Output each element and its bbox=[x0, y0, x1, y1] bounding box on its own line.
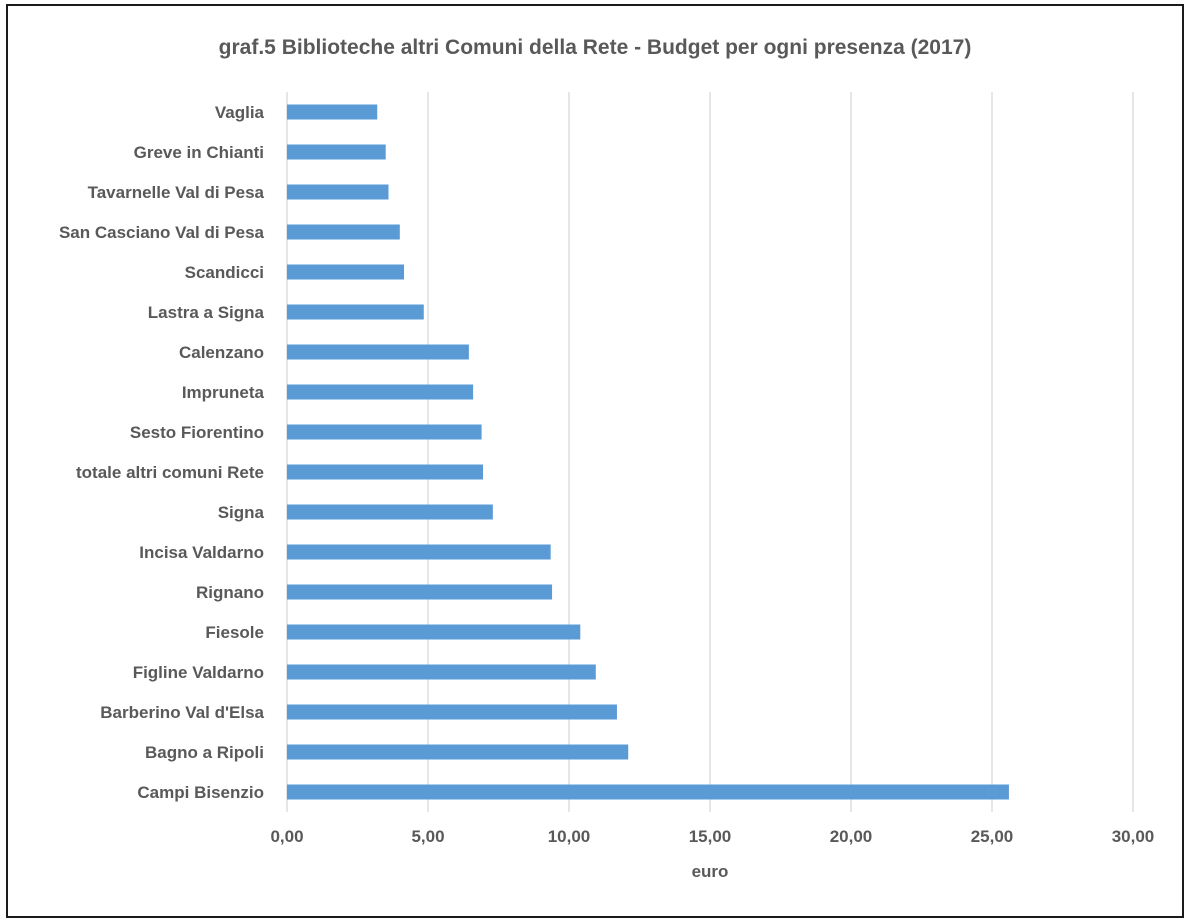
bars bbox=[287, 104, 1009, 800]
bar bbox=[287, 784, 1009, 800]
bar bbox=[287, 504, 493, 520]
bar bbox=[287, 104, 378, 120]
category-label: Figline Valdarno bbox=[133, 663, 264, 682]
category-label: Rignano bbox=[196, 583, 264, 602]
bar bbox=[287, 664, 596, 680]
bar bbox=[287, 384, 474, 400]
category-label: Scandicci bbox=[185, 263, 264, 282]
x-tick-label: 25,00 bbox=[971, 827, 1014, 846]
bar bbox=[287, 304, 424, 320]
category-labels: Vaglia Greve in Chianti Tavarnelle Val di … bbox=[59, 103, 265, 802]
x-tick-label: 20,00 bbox=[830, 827, 873, 846]
category-label: totale altri comuni Rete bbox=[76, 463, 264, 482]
bar bbox=[287, 344, 469, 360]
bar bbox=[287, 584, 553, 600]
category-label: San Casciano Val di Pesa bbox=[59, 223, 265, 242]
category-label: Impruneta bbox=[182, 383, 265, 402]
x-tick-label: 5,00 bbox=[411, 827, 444, 846]
category-label: Calenzano bbox=[179, 343, 264, 362]
category-label: Barberino Val d'Elsa bbox=[100, 703, 264, 722]
bar bbox=[287, 264, 405, 280]
x-tick-label: 10,00 bbox=[548, 827, 591, 846]
category-label: Greve in Chianti bbox=[134, 143, 264, 162]
category-label: Vaglia bbox=[215, 103, 265, 122]
category-label: Campi Bisenzio bbox=[137, 783, 264, 802]
bar bbox=[287, 184, 389, 200]
category-label: Lastra a Signa bbox=[148, 303, 265, 322]
bar bbox=[287, 224, 400, 240]
x-axis-title: euro bbox=[692, 862, 729, 881]
x-tick-label: 15,00 bbox=[689, 827, 732, 846]
category-label: Tavarnelle Val di Pesa bbox=[88, 183, 265, 202]
chart-title: graf.5 Biblioteche altri Comuni della Re… bbox=[218, 36, 972, 59]
bar bbox=[287, 144, 386, 160]
bar bbox=[287, 464, 483, 480]
chart-frame: graf.5 Biblioteche altri Comuni della Re… bbox=[6, 4, 1184, 918]
category-label: Fiesole bbox=[205, 623, 264, 642]
bar bbox=[287, 424, 482, 440]
category-label: Signa bbox=[218, 503, 265, 522]
bar bbox=[287, 624, 581, 640]
category-label: Incisa Valdarno bbox=[139, 543, 264, 562]
bar bbox=[287, 544, 551, 560]
bar bbox=[287, 744, 629, 760]
grid-lines bbox=[286, 92, 1134, 812]
x-tick-label: 0,00 bbox=[270, 827, 303, 846]
bar bbox=[287, 704, 617, 720]
category-label: Sesto Fiorentino bbox=[130, 423, 264, 442]
category-label: Bagno a Ripoli bbox=[145, 743, 264, 762]
x-tick-labels: 0,00 5,00 10,00 15,00 20,00 25,00 30,00 bbox=[270, 827, 1154, 846]
x-tick-label: 30,00 bbox=[1112, 827, 1155, 846]
